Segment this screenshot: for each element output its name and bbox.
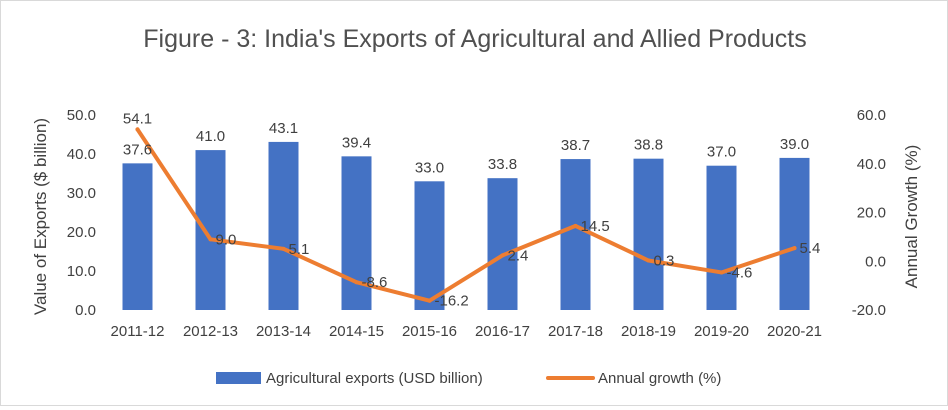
bar-data-label: 39.0 (780, 136, 809, 153)
y-tick-label-right: 60.0 (857, 107, 886, 124)
bar-2011-12 (122, 163, 153, 310)
bar-2018-19 (633, 158, 664, 310)
growth-data-label: -16.2 (435, 293, 469, 310)
growth-point-2016-17 (500, 253, 505, 258)
bar-data-label: 33.8 (488, 156, 517, 173)
bar-data-label: 39.4 (342, 134, 371, 151)
y-tick-label-left: 0.0 (75, 302, 96, 319)
y-tick-label-right: 40.0 (857, 156, 886, 173)
bar-data-label: 43.1 (269, 120, 298, 137)
bar-2019-20 (706, 165, 737, 310)
growth-data-label: 5.4 (800, 240, 821, 257)
bar-data-label: 37.6 (123, 141, 152, 158)
x-tick-label: 2011-12 (111, 323, 165, 340)
growth-data-label: -4.6 (727, 264, 753, 281)
growth-point-2014-15 (354, 280, 359, 285)
growth-data-label: 0.3 (654, 253, 675, 270)
chart-title: Figure - 3: India's Exports of Agricultu… (143, 25, 806, 53)
growth-data-label: 9.0 (216, 231, 237, 248)
growth-point-2019-20 (719, 270, 724, 275)
x-tick-label: 2013-14 (256, 323, 311, 340)
bar-data-label: 38.7 (561, 137, 590, 154)
x-tick-label: 2019-20 (694, 323, 749, 340)
bar-2017-18 (560, 159, 591, 310)
bar-2016-17 (487, 178, 518, 310)
growth-point-2012-13 (208, 237, 213, 242)
x-tick-label: 2015-16 (402, 323, 457, 340)
bar-2013-14 (268, 141, 299, 310)
legend-label-bar: Agricultural exports (USD billion) (266, 370, 483, 387)
legend-swatch-bar (216, 372, 261, 384)
y-tick-label-left: 40.0 (67, 146, 96, 163)
growth-point-2015-16 (427, 298, 432, 303)
growth-point-2020-21 (792, 246, 797, 251)
bar-data-label: 37.0 (707, 144, 736, 161)
growth-data-label: -8.6 (362, 274, 388, 291)
bar-data-label: 33.0 (415, 159, 444, 176)
bar-2012-13 (195, 150, 226, 310)
bar-data-label: 38.8 (634, 137, 663, 154)
y-tick-label-right: -20.0 (852, 302, 886, 319)
growth-data-label: 2.4 (508, 247, 529, 264)
bar-2020-21 (779, 157, 810, 310)
bar-2015-16 (414, 181, 445, 310)
legend-label-line: Annual growth (%) (598, 370, 721, 387)
y-tick-label-right: 20.0 (857, 205, 886, 222)
growth-point-2017-18 (573, 223, 578, 228)
bar-data-label: 41.0 (196, 128, 225, 145)
growth-point-2011-12 (135, 127, 140, 132)
x-tick-label: 2014-15 (329, 323, 384, 340)
x-tick-label: 2012-13 (183, 323, 238, 340)
y-tick-label-right: 0.0 (865, 253, 886, 270)
y-axis-title-left: Value of Exports ($ billion) (31, 118, 50, 315)
growth-data-label: 14.5 (581, 218, 610, 235)
x-tick-label: 2017-18 (548, 323, 603, 340)
x-tick-label: 2018-19 (621, 323, 676, 340)
y-tick-label-left: 50.0 (67, 107, 96, 124)
y-tick-label-left: 30.0 (67, 185, 96, 202)
y-tick-label-left: 20.0 (67, 224, 96, 241)
growth-data-label: 54.1 (123, 110, 152, 127)
x-tick-label: 2016-17 (475, 323, 530, 340)
growth-line (135, 127, 797, 303)
x-tick-label: 2020-21 (767, 323, 822, 340)
growth-point-2013-14 (281, 246, 286, 251)
growth-point-2018-19 (646, 258, 651, 263)
y-axis-title-right: Annual Growth (%) (902, 145, 921, 289)
growth-data-label: 5.1 (289, 241, 310, 258)
y-tick-label-left: 10.0 (67, 263, 96, 280)
